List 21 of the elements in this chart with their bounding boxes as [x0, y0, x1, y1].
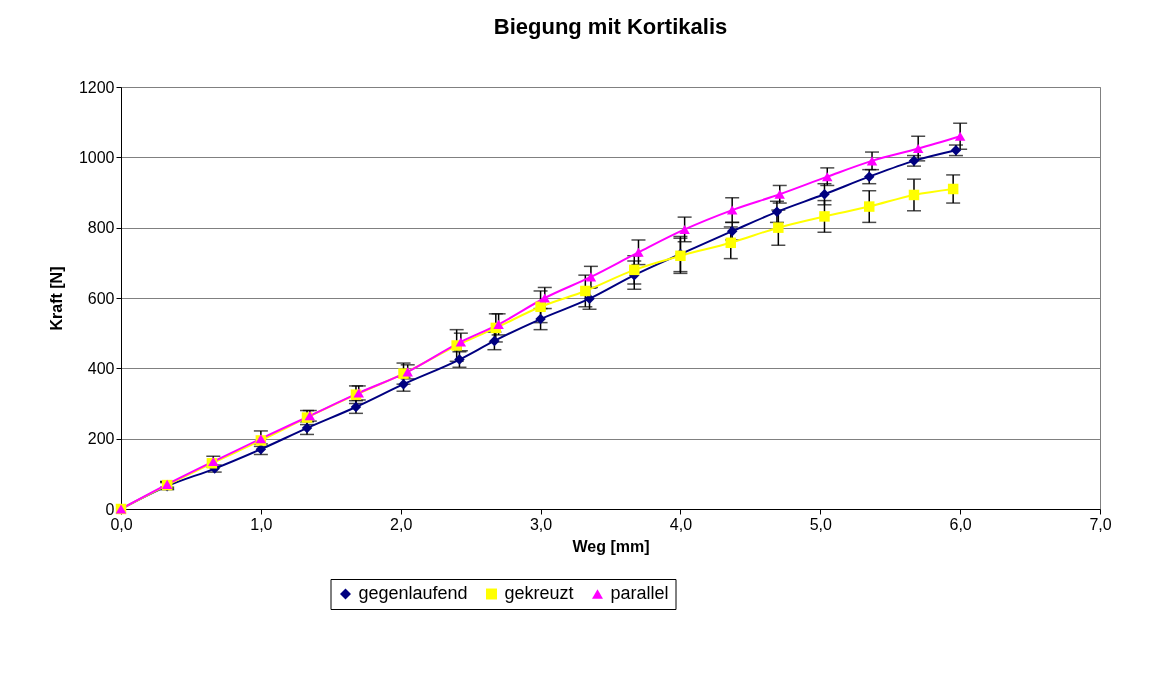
- x-tick-label: 3,0: [529, 515, 553, 533]
- x-tick-label: 7,0: [1089, 515, 1112, 533]
- x-tick-label: 4,0: [669, 515, 693, 533]
- x-axis-title: Weg [mm]: [572, 537, 650, 555]
- y-tick-label: 0: [105, 500, 115, 518]
- x-tick-label: 6,0: [949, 515, 972, 533]
- x-tick-label: 1,0: [250, 515, 273, 533]
- y-axis-title: Kraft [N]: [47, 266, 65, 331]
- chart-title: Biegung mit Kortikalis: [493, 14, 728, 39]
- legend-label: parallel: [610, 583, 669, 603]
- x-tick-label: 2,0: [390, 515, 413, 533]
- y-tick-label: 200: [87, 430, 115, 448]
- x-tick-label: 5,0: [809, 515, 832, 533]
- y-tick-label: 1200: [78, 78, 115, 96]
- legend-label: gekreuzt: [504, 583, 574, 603]
- x-tick-label: 0,0: [110, 515, 133, 533]
- legend-label: gegenlaufend: [358, 583, 468, 603]
- y-tick-label: 400: [87, 359, 115, 377]
- y-tick-label: 1000: [78, 148, 115, 166]
- y-tick-label: 600: [87, 289, 115, 307]
- y-tick-label: 800: [87, 219, 115, 237]
